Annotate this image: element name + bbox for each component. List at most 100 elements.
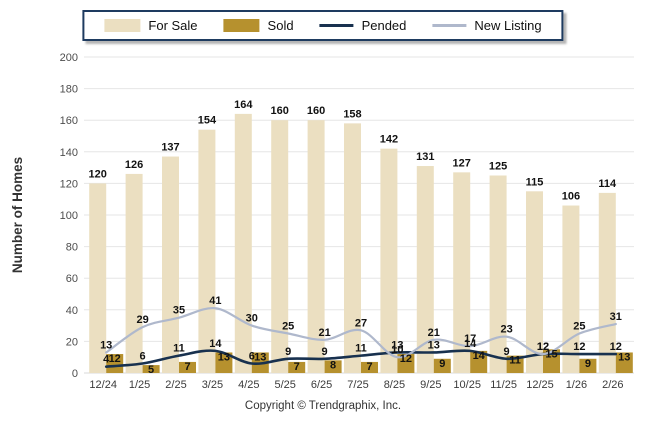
x-tick-label: 7/25 xyxy=(347,379,368,391)
pended-value-label: 9 xyxy=(322,346,328,358)
sold-value-label: 13 xyxy=(218,351,230,363)
y-tick-label: 180 xyxy=(60,84,78,96)
bar xyxy=(562,205,580,373)
for-sale-value-label: 154 xyxy=(198,115,217,127)
legend-for-sale-label: For Sale xyxy=(148,18,198,33)
sold-value-label: 5 xyxy=(148,364,154,376)
bar xyxy=(615,352,633,373)
bar xyxy=(307,120,325,373)
new-listing-value-label: 10 xyxy=(391,344,403,356)
sold-value-label: 7 xyxy=(366,361,372,373)
bars-sold xyxy=(106,349,633,373)
legend-item-pended: Pended xyxy=(319,18,407,33)
new-listing-value-label: 27 xyxy=(355,317,367,329)
for-sale-value-label: 137 xyxy=(161,142,179,154)
new-listing-value-label: 21 xyxy=(428,327,440,339)
bar xyxy=(579,358,597,373)
bar xyxy=(89,183,107,373)
for-sale-value-label: 126 xyxy=(125,159,143,171)
bar xyxy=(470,350,488,373)
bar xyxy=(234,113,252,373)
y-tick-label: 120 xyxy=(60,178,78,190)
x-tick-label: 6/25 xyxy=(311,379,332,391)
bar xyxy=(142,365,160,373)
for-sale-value-label: 125 xyxy=(489,161,507,173)
pended-value-label: 4 xyxy=(103,354,110,366)
legend-item-for-sale: For Sale xyxy=(104,18,198,33)
new-listing-value-label: 25 xyxy=(282,321,294,333)
for-sale-value-label: 120 xyxy=(89,168,107,180)
new-listing-value-label: 30 xyxy=(246,313,258,325)
bar xyxy=(453,172,471,373)
for-sale-value-label: 158 xyxy=(343,108,361,120)
y-tick-label: 200 xyxy=(60,52,78,64)
y-tick-label: 140 xyxy=(60,147,78,159)
bar xyxy=(162,156,179,373)
for-sale-value-label: 160 xyxy=(271,105,289,117)
new-listing-value-label: 29 xyxy=(136,314,148,326)
pended-value-label: 9 xyxy=(285,346,291,358)
x-tick-label: 2/26 xyxy=(602,379,623,391)
line-new-listing xyxy=(105,307,617,359)
bar xyxy=(543,349,560,373)
bar xyxy=(288,361,306,373)
y-axis-title: Number of Homes xyxy=(10,157,25,273)
x-tick-label: 9/25 xyxy=(420,379,441,391)
pended-value-label: 9 xyxy=(504,346,510,358)
bar xyxy=(344,123,361,373)
for-sale-value-label: 114 xyxy=(598,178,617,190)
sold-value-label: 13 xyxy=(254,351,266,363)
bar xyxy=(324,360,342,373)
sold-value-label: 11 xyxy=(509,355,521,367)
legend-item-new-listing: New Listing xyxy=(432,18,542,33)
pended-value-label: 11 xyxy=(173,343,185,355)
bar xyxy=(215,352,233,373)
x-tick-label: 12/25 xyxy=(526,379,554,391)
x-tick-label: 12/24 xyxy=(89,379,117,391)
new-listing-value-label: 23 xyxy=(500,324,512,336)
for-sale-value-label: 164 xyxy=(234,99,253,111)
for-sale-value-label: 131 xyxy=(416,151,434,163)
bar xyxy=(397,354,415,373)
legend-sold-swatch xyxy=(223,19,260,32)
pended-value-label: 14 xyxy=(464,338,477,350)
sold-value-label: 12 xyxy=(109,353,121,365)
legend-sold-label: Sold xyxy=(267,18,294,33)
pended-value-label: 13 xyxy=(391,339,403,351)
sold-value-label: 15 xyxy=(545,348,557,360)
y-tick-label: 0 xyxy=(72,368,78,380)
for-sale-value-label: 142 xyxy=(380,134,398,146)
x-axis-labels: 12/24 1/25 2/25 3/25 4/25 5/25 6/25 7/25 8/25 9/2… xyxy=(89,379,623,391)
legend-new-listing-swatch xyxy=(432,24,467,27)
new-listing-value-label: 12 xyxy=(537,341,549,353)
legend-item-sold: Sold xyxy=(223,18,294,33)
x-tick-label: 3/25 xyxy=(202,379,223,391)
new-listing-value-label: 17 xyxy=(464,333,476,345)
for-sale-value-label: 127 xyxy=(453,157,471,169)
bar xyxy=(380,148,398,373)
new-listing-value-label: 13 xyxy=(100,339,112,351)
new-listing-value-label: 21 xyxy=(318,327,330,339)
y-tick-label: 100 xyxy=(60,210,78,222)
sold-value-label: 9 xyxy=(439,358,445,370)
x-tick-label: 2/25 xyxy=(165,379,186,391)
bar xyxy=(179,361,196,373)
x-tick-label: 1/25 xyxy=(129,379,150,391)
sold-value-label: 7 xyxy=(184,361,190,373)
pended-value-label: 12 xyxy=(537,341,549,353)
y-tick-label: 160 xyxy=(60,115,78,127)
sold-value-label: 8 xyxy=(330,359,336,371)
new-listing-value-label: 35 xyxy=(173,305,185,317)
sold-value-label: 7 xyxy=(294,361,300,373)
for-sale-value-label: 106 xyxy=(562,191,580,203)
legend: For Sale Sold Pended New Listing xyxy=(82,10,564,41)
sold-value-label: 13 xyxy=(618,351,630,363)
line-pended xyxy=(104,349,618,368)
legend-pended-label: Pended xyxy=(361,18,407,33)
x-tick-label: 8/25 xyxy=(384,379,405,391)
x-tick-label: 11/25 xyxy=(490,379,517,391)
sold-value-label: 14 xyxy=(473,350,486,362)
pended-value-label: 13 xyxy=(428,339,440,351)
